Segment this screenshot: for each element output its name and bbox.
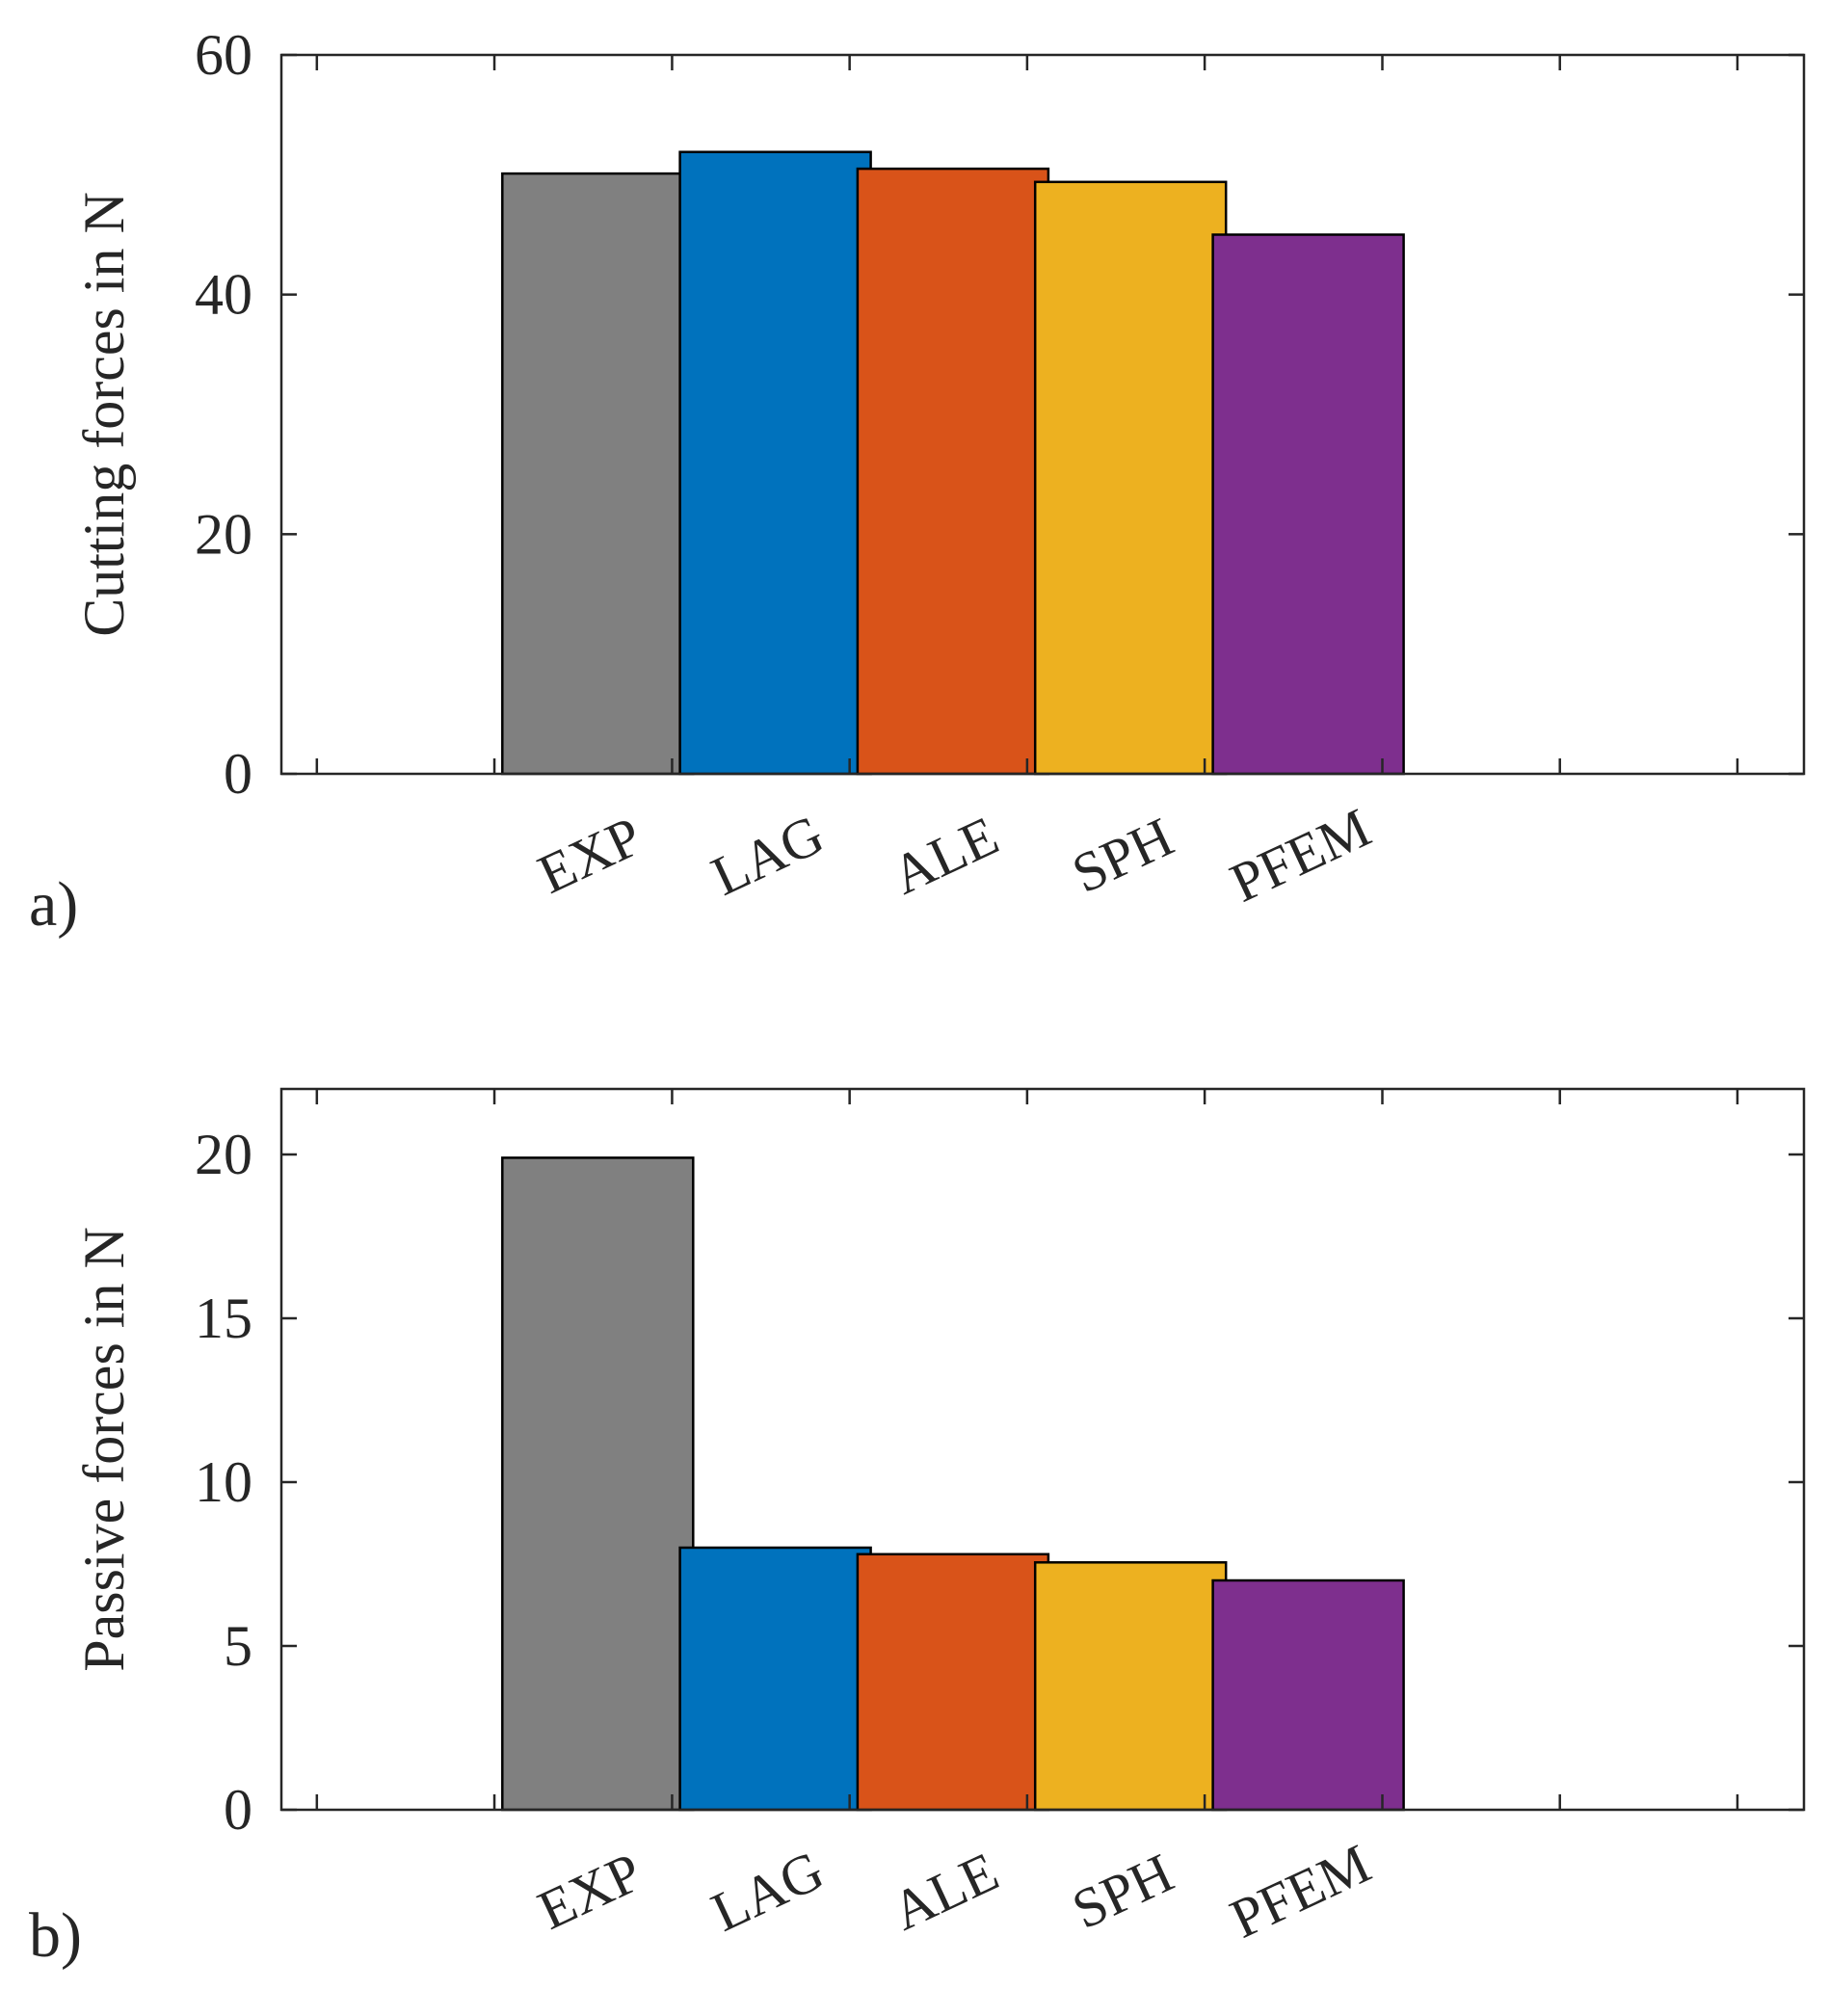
bar-exp — [501, 172, 695, 776]
bar-ale — [856, 1552, 1050, 1812]
ytick-label: 5 — [224, 1614, 252, 1678]
plot-frame — [279, 53, 1806, 776]
y-axis-label: Cutting forces in N — [72, 192, 136, 637]
ytick-label: 15 — [195, 1287, 252, 1350]
ytick-label: 0 — [224, 1778, 252, 1842]
bar-sph — [1033, 180, 1228, 776]
ytick-label: 60 — [195, 23, 252, 87]
bar-ale — [856, 167, 1050, 776]
bar-pfem — [1211, 233, 1405, 776]
plot-frame — [279, 1087, 1806, 1812]
ytick-label: 0 — [224, 742, 252, 806]
ytick-label: 10 — [195, 1450, 252, 1514]
bar-sph — [1033, 1561, 1228, 1812]
panel-label: a) — [29, 869, 78, 940]
bar-lag — [678, 150, 872, 776]
bar-exp — [501, 1156, 695, 1812]
bar-pfem — [1211, 1578, 1405, 1812]
ytick-label: 20 — [195, 1123, 252, 1186]
panel-label: b) — [29, 1900, 82, 1971]
ytick-label: 20 — [195, 502, 252, 566]
bar-lag — [678, 1546, 872, 1812]
y-axis-label: Passive forces in N — [72, 1227, 136, 1672]
ytick-label: 40 — [195, 263, 252, 327]
